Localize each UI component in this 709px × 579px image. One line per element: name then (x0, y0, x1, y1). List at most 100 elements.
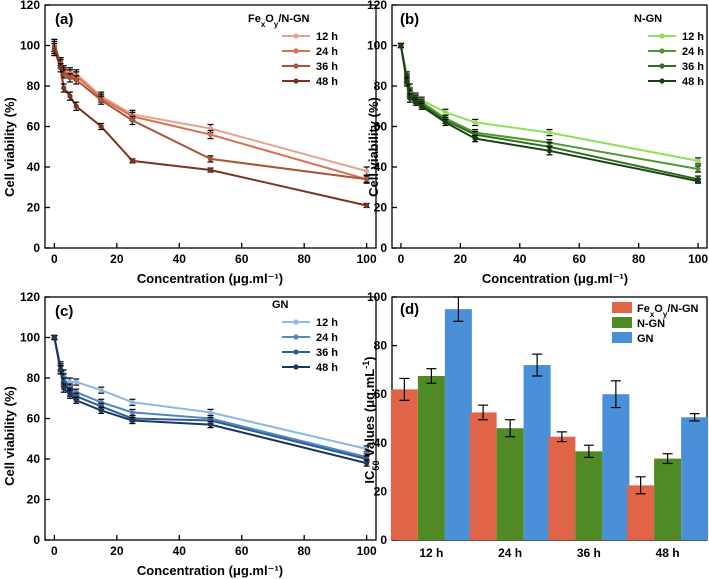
panel-c-xtick-label: 0 (51, 544, 58, 558)
panel-a-ytick-label: 20 (27, 201, 41, 215)
panel-b-data-point (472, 119, 478, 126)
panel-a-data-point (58, 65, 64, 71)
panel-a-legend-label: 36 h (316, 61, 338, 73)
panel-c-xtick-label: 80 (297, 544, 311, 558)
panel-c-data-point (129, 417, 136, 424)
panel-c-xlabel: Concentration (μg.ml⁻¹) (137, 563, 283, 578)
panel-d-category-label: 36 h (577, 546, 601, 560)
panel-a-ytick-label: 80 (27, 79, 41, 93)
panel-b-data-point (419, 103, 425, 109)
panel-c-data-point (67, 379, 73, 385)
panel-a-data-point (61, 85, 67, 91)
panel-b-ytick-label: 40 (374, 160, 388, 174)
panel-b-legend-marker (659, 48, 665, 54)
panel-a-data-point (364, 202, 370, 209)
panel-d-category-label: 48 h (656, 546, 680, 560)
panel-b-legend-label: 12 h (682, 31, 704, 43)
panel-d: (d) IC50 Values (μg.mL-1) 12 h 24 h 36 h… (361, 290, 709, 560)
panel-b-data-point (404, 79, 410, 85)
panel-d-ytick-label: 60 (374, 387, 388, 401)
panel-b-ytick-label: 20 (374, 201, 388, 215)
panel-c-ytick-label: 20 (27, 493, 41, 507)
panel-d-legend-swatch (612, 302, 632, 313)
panel-a-data-point (207, 132, 214, 138)
panel-c-ytick-label: 100 (20, 331, 40, 345)
panel-c-ytick-label: 0 (33, 533, 40, 547)
panel-b-data-point (546, 129, 553, 136)
panel-c-ytick-label: 120 (20, 290, 40, 304)
panel-a-xtick-label: 60 (235, 252, 249, 266)
panel-b-xtick-label: 0 (398, 252, 405, 266)
panel-a-xtick-label: 100 (357, 252, 377, 266)
panel-a-ytick-label: 0 (33, 241, 40, 255)
panel-a: (a) FexOy/N-GN Concentration (μg.ml⁻¹) C… (2, 0, 377, 286)
panel-a-ytick-label: 120 (20, 0, 40, 12)
panel-c-xtick-label: 40 (173, 544, 187, 558)
panel-d-legend-swatch (612, 332, 632, 343)
panel-b-data-point (695, 158, 701, 164)
panel-c-legend-marker (293, 334, 299, 340)
panel-b-data-point (413, 99, 419, 105)
panel-a-data-point (129, 117, 136, 124)
panel-b-ylabel: Cell viability (%) (366, 97, 381, 197)
panel-b-xtick-label: 60 (573, 252, 587, 266)
panel-b-legend-label: 48 h (682, 76, 704, 88)
panel-d-ytick-label: 0 (380, 533, 387, 547)
panel-a-xtick-label: 20 (110, 252, 124, 266)
panel-b-xtick-label: 40 (513, 252, 527, 266)
panel-a-data-point (98, 123, 104, 130)
panel-c-data-point (67, 391, 73, 397)
panel-c-data-point (73, 379, 79, 385)
panel-a-data-point (207, 156, 214, 162)
panel-c-data-point (129, 409, 136, 416)
panel-b-data-point (442, 119, 449, 126)
panel-d-tag: (d) (400, 301, 419, 318)
panel-d-ytick-label: 100 (367, 290, 387, 304)
panel-d-ytick-label: 40 (374, 436, 388, 450)
panel-a-data-point (98, 97, 104, 103)
panel-b-data-point (472, 136, 478, 142)
panel-a-data-point (73, 103, 79, 109)
panel-c: (c) GN Concentration (μg.ml⁻¹) Cell viab… (2, 290, 377, 578)
panel-a-ytick-label: 60 (27, 120, 41, 134)
panel-d-bar (496, 428, 524, 540)
panel-c-data-point (207, 409, 214, 416)
panel-d-legend-label: N-GN (637, 318, 665, 330)
panel-c-legend-label: 12 h (316, 317, 338, 329)
panel-a-legend-marker (293, 63, 299, 69)
panel-d-bar (602, 394, 630, 540)
panel-a-data-point (67, 93, 73, 99)
panel-d-ylabel: IC50 Values (μg.mL-1) (361, 356, 381, 483)
panel-a-data-point (67, 75, 73, 81)
panel-a-legend-marker (293, 78, 299, 84)
panel-c-data-point (58, 367, 64, 373)
panel-d-bar (575, 451, 603, 540)
panel-b-data-point (695, 166, 701, 172)
panel-a-data-point (129, 158, 136, 164)
panel-a-xtick-label: 0 (51, 252, 58, 266)
panel-d-category-label: 12 h (419, 546, 443, 560)
panel-b-ytick-label: 100 (367, 39, 387, 53)
panel-b-legend-marker (659, 33, 665, 39)
panel-a-legend-label: 48 h (316, 76, 338, 88)
panel-a-legend-label: 12 h (316, 31, 338, 43)
panel-c-xtick-label: 100 (357, 544, 377, 558)
panel-b-legend-marker (659, 78, 665, 84)
panel-d-bar (654, 458, 682, 540)
panel-b-data-point (398, 42, 404, 49)
panel-a-data-point (364, 168, 370, 174)
panel-b-ytick-label: 0 (380, 241, 387, 255)
panel-a-ytick-label: 40 (27, 160, 41, 174)
panel-c-xtick-label: 60 (235, 544, 249, 558)
panel-d-bar (523, 365, 551, 540)
panel-c-data-point (364, 446, 370, 452)
panel-a-data-point (51, 46, 57, 53)
panel-d-bar (627, 485, 655, 540)
panel-b: (b) N-GN Concentration (μg.ml⁻¹) Cell vi… (366, 0, 708, 286)
panel-b-legend-label: 36 h (682, 61, 704, 73)
panel-c-legend-label: 48 h (316, 362, 338, 374)
panel-b-xtick-label: 80 (632, 252, 646, 266)
panel-c-legend-marker (293, 364, 299, 370)
panel-c-ytick-label: 60 (27, 412, 41, 426)
